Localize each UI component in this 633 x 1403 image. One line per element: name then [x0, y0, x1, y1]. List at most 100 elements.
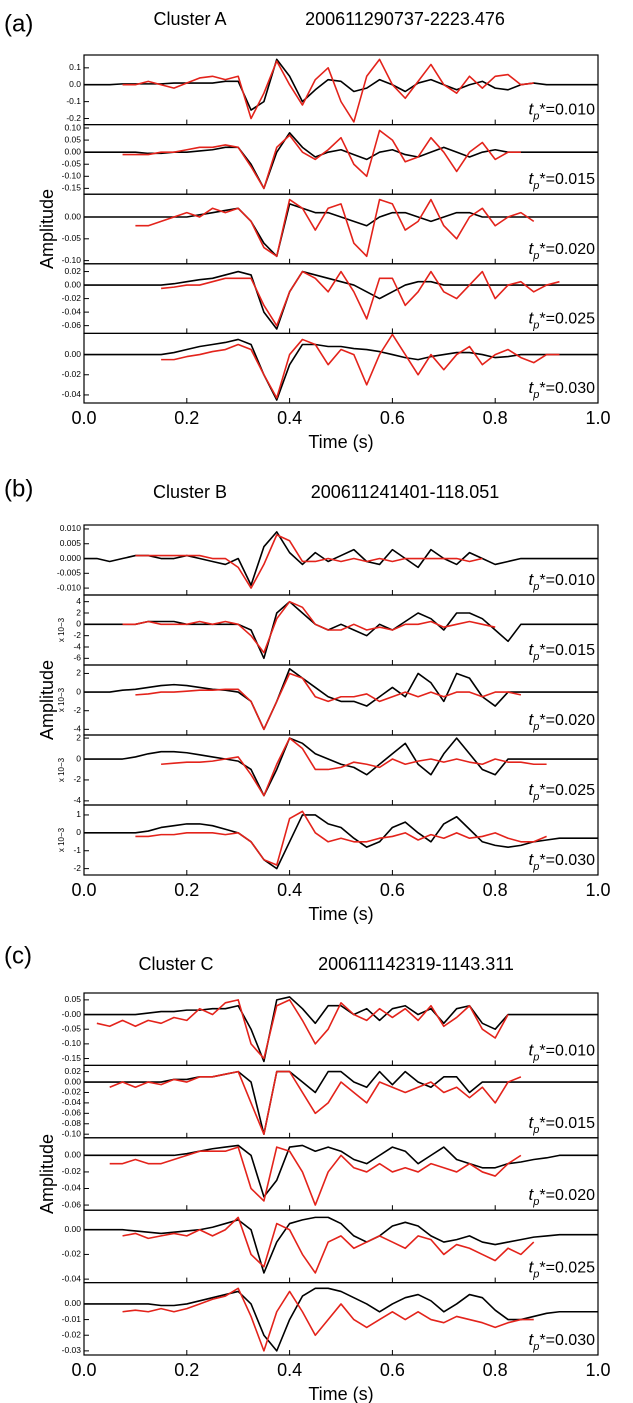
subplot-frame	[83, 1064, 599, 1139]
y-tick-label: -0.02	[62, 1087, 82, 1097]
annotation-value: *=0.025	[539, 1260, 595, 1277]
y-multiplier: x 10−3	[57, 617, 66, 642]
y-tick-label: -2	[73, 863, 81, 873]
subplot-frame	[83, 263, 599, 334]
waveform	[122, 1287, 534, 1352]
waveform	[84, 203, 598, 258]
waveform	[161, 737, 547, 797]
y-tick-label: -0.02	[62, 369, 82, 379]
y-tick-label: -0.10	[62, 255, 82, 265]
y-tick-label: -0.05	[62, 158, 82, 168]
subplot: 0.10 0.05 0.00 -0.05 -0.10 -0.15 tp*=0.015	[62, 122, 599, 195]
subplot-frame	[83, 123, 599, 195]
waveform	[84, 270, 598, 330]
x-tick-label: 0.8	[483, 408, 508, 428]
annotation-value: *=0.015	[539, 171, 595, 188]
y-tick-label: -0.10	[62, 1038, 82, 1048]
annotation-sub: p	[532, 651, 539, 663]
annotation-value: *=0.010	[539, 572, 595, 589]
annotation-value: *=0.025	[539, 782, 595, 799]
y-tick-label: 0.00	[64, 279, 81, 289]
x-tick-label: 0.2	[174, 1360, 199, 1380]
x-tick-label: 0.8	[483, 880, 508, 900]
tstar-annotation: tp*=0.010	[529, 100, 596, 122]
annotation-sub: p	[532, 250, 539, 262]
tstar-annotation: tp*=0.020	[529, 239, 596, 261]
y-tick-label: -0.1	[66, 96, 81, 106]
annotation-value: *=0.015	[539, 642, 595, 659]
tstar-annotation: tp*=0.010	[529, 570, 596, 592]
subplot: 0.00 -0.05 -0.10 tp*=0.020	[62, 193, 599, 265]
tstar-annotation: tp*=0.015	[529, 170, 596, 192]
waveform	[161, 270, 560, 327]
y-tick-label: -0.10	[62, 1128, 82, 1138]
y-tick-label: 0.1	[69, 62, 81, 72]
y-tick-label: -0.06	[62, 1199, 82, 1209]
subplot: 1 0 -1 -2 x 10−3 tp*=0.030	[57, 804, 599, 876]
y-tick-label: -6	[73, 653, 81, 663]
event-id: 200611142319-1143.311	[318, 954, 514, 974]
waveform	[122, 1216, 535, 1274]
y-tick-label: 2	[76, 607, 81, 617]
annotation-t: t	[529, 1258, 535, 1277]
chart-title: Cluster C	[138, 954, 213, 974]
annotation-value: *=0.025	[539, 311, 595, 328]
x-tick-label: 0.6	[380, 880, 405, 900]
subplot-frame	[83, 332, 599, 404]
y-tick-label: -0.04	[62, 1273, 82, 1283]
subplot-frame	[83, 1209, 599, 1284]
subplot: 0.020.00-0.02-0.04-0.06-0.08-0.10 tp*=0.0…	[62, 1064, 599, 1139]
y-tick-label: -0.04	[62, 389, 82, 399]
annotation-t: t	[529, 710, 535, 729]
annotation-value: *=0.030	[539, 852, 595, 869]
y-tick-label: -0.02	[62, 293, 82, 303]
waveform	[84, 737, 598, 797]
y-tick-label: 1	[76, 809, 81, 819]
y-tick-label: -0.03	[62, 1345, 82, 1355]
y-tick-label: -0.010	[57, 582, 81, 592]
x-axis-label: Time (s)	[308, 432, 373, 452]
annotation-value: *=0.015	[539, 1115, 595, 1132]
annotation-t: t	[529, 570, 535, 589]
subplot: 42 0-2-4 -6 x 10−3 tp*=0.015	[57, 594, 599, 666]
annotation-sub: p	[532, 1196, 539, 1208]
tstar-annotation: tp*=0.020	[529, 1186, 596, 1208]
x-axis-label: Time (s)	[308, 1384, 373, 1403]
annotation-sub: p	[532, 1051, 539, 1063]
x-tick-label: 0.0	[71, 880, 96, 900]
y-tick-label: 0.00	[64, 349, 81, 359]
y-tick-label: -4	[73, 641, 81, 651]
subplot: 0.00 -0.02 -0.04 -0.06 tp*=0.020	[62, 1137, 599, 1211]
annotation-sub: p	[532, 861, 539, 873]
tstar-annotation: tp*=0.025	[529, 780, 596, 802]
waveform	[84, 1144, 598, 1198]
tstar-annotation: tp*=0.025	[529, 1258, 596, 1280]
waveform	[84, 338, 598, 401]
waveform	[84, 58, 598, 111]
y-tick-label: -0.02	[62, 1249, 82, 1259]
y-tick-label: 0.10	[64, 122, 81, 132]
waveform	[109, 1070, 522, 1135]
annotation-t: t	[529, 239, 535, 258]
y-tick-label: -0.08	[62, 1118, 82, 1128]
subplot-frame	[83, 54, 599, 126]
y-tick-label: 0.02	[64, 266, 81, 276]
subplot: 0.00 -0.01 -0.02 -0.03 tp*=0.030	[62, 1281, 599, 1356]
y-tick-label: -0.05	[62, 1023, 82, 1033]
annotation-t: t	[529, 170, 535, 189]
annotation-value: *=0.020	[539, 241, 595, 258]
waveform	[96, 999, 509, 1060]
annotation-t: t	[529, 378, 535, 397]
chart-title: Cluster B	[153, 482, 227, 502]
y-tick-label: 0.05	[64, 134, 81, 144]
waveform	[135, 810, 547, 866]
y-multiplier: x 10−3	[57, 687, 66, 712]
y-tick-label: 2	[76, 668, 81, 678]
x-tick-label: 0.4	[277, 1360, 302, 1380]
y-tick-label: 0.010	[60, 523, 82, 533]
y-tick-label: -0.00	[62, 1009, 82, 1019]
x-tick-label: 1.0	[585, 880, 610, 900]
y-tick-label: 0.00	[64, 1224, 81, 1234]
subplot-frame	[83, 734, 599, 806]
y-tick-label: 0.000	[60, 553, 82, 563]
